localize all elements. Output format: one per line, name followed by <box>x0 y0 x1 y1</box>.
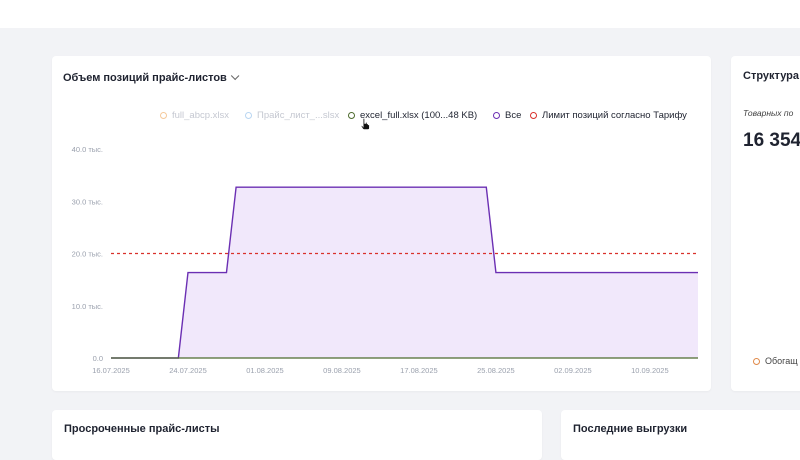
x-tick-label: 09.08.2025 <box>323 366 361 375</box>
legend-label: Обогащ <box>765 356 798 366</box>
hand-cursor-icon <box>360 118 370 130</box>
x-tick-label: 17.08.2025 <box>400 366 438 375</box>
legend-label: excel_full.xlsx (100...48 KB) <box>360 110 478 121</box>
x-tick-label: 02.09.2025 <box>554 366 592 375</box>
structure-total-value: 16 354 <box>743 130 800 151</box>
volume-card-title-text: Объем позиций прайс-листов <box>63 72 227 84</box>
legend-label: Прайс_лист_...slsx <box>257 110 340 121</box>
y-tick-label: 0.0 <box>93 354 103 363</box>
legend-item-tariff-limit[interactable]: Лимит позиций согласно Тарифу <box>530 110 687 121</box>
legend-dot-icon <box>160 112 167 119</box>
x-tick-label: 01.08.2025 <box>246 366 284 375</box>
x-tick-label: 16.07.2025 <box>92 366 130 375</box>
legend-item-price-list[interactable]: Прайс_лист_...slsx <box>245 110 339 121</box>
legend-dot-icon <box>245 112 252 119</box>
legend-label: full_abcp.xlsx <box>172 110 230 121</box>
exports-card-title: Последние выгрузки <box>573 423 688 435</box>
volume-area-chart: 0.0 10.0 тыс. 20.0 тыс. 30.0 тыс. 40.0 тыс. 1… <box>72 145 698 375</box>
structure-card: Структура Товарных по 16 354 Обогащ <box>731 56 800 391</box>
legend-dot-icon <box>493 112 500 119</box>
y-tick-label: 40.0 тыс. <box>72 145 103 154</box>
legend-item-full-abcp[interactable]: full_abcp.xlsx <box>160 110 229 121</box>
legend-label: Все <box>505 110 522 121</box>
legend-dot-icon <box>530 112 537 119</box>
x-tick-label: 25.08.2025 <box>477 366 515 375</box>
volume-card-title[interactable]: Объем позиций прайс-листов <box>63 71 240 84</box>
legend-dot-icon <box>753 357 760 365</box>
x-tick-label: 10.09.2025 <box>631 366 669 375</box>
legend-item-excel-full[interactable]: excel_full.xlsx (100...48 KB) <box>348 110 477 121</box>
series-area-all <box>111 187 698 358</box>
y-tick-label: 10.0 тыс. <box>72 302 103 311</box>
chart-legend: full_abcp.xlsx Прайс_лист_...slsx excel_… <box>52 110 699 124</box>
y-tick-label: 30.0 тыс. <box>72 197 103 206</box>
x-tick-label: 24.07.2025 <box>169 366 207 375</box>
legend-dot-icon <box>348 112 355 119</box>
y-tick-label: 20.0 тыс. <box>72 250 103 259</box>
overdue-card-title: Просроченные прайс-листы <box>64 423 220 435</box>
structure-legend-item[interactable]: Обогащ <box>753 356 798 366</box>
series-line-all <box>111 186 698 359</box>
legend-item-all[interactable]: Все <box>493 110 521 121</box>
legend-label: Лимит позиций согласно Тарифу <box>542 110 687 121</box>
recent-exports-card: Последние выгрузки <box>561 410 800 460</box>
structure-subtitle: Товарных по <box>743 108 794 118</box>
price-list-volume-card: Объем позиций прайс-листов full_abcp.xls… <box>52 56 711 391</box>
overdue-price-lists-card: Просроченные прайс-листы <box>52 410 542 460</box>
top-bar <box>0 0 800 28</box>
structure-card-title: Структура <box>743 70 799 82</box>
